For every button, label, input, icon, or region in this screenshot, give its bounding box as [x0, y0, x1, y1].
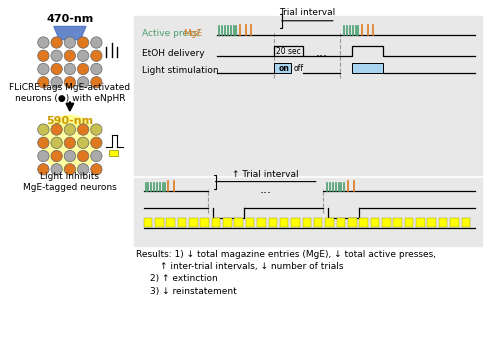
Bar: [336, 218, 345, 227]
Bar: [234, 218, 243, 227]
Circle shape: [38, 137, 49, 148]
Text: 2) ↑ extinction: 2) ↑ extinction: [150, 274, 218, 283]
Bar: [246, 218, 254, 227]
Circle shape: [64, 164, 76, 175]
Bar: [189, 218, 198, 227]
Bar: [108, 150, 118, 156]
Bar: [326, 218, 334, 227]
Bar: [428, 218, 436, 227]
Text: 590-nm: 590-nm: [46, 116, 94, 126]
Text: off: off: [294, 64, 304, 73]
Circle shape: [64, 63, 76, 75]
Bar: [134, 178, 482, 246]
Circle shape: [64, 150, 76, 162]
Circle shape: [90, 150, 102, 162]
Bar: [314, 218, 322, 227]
Bar: [439, 218, 448, 227]
Bar: [274, 63, 291, 73]
Circle shape: [78, 37, 89, 48]
Circle shape: [51, 124, 62, 135]
Bar: [223, 218, 232, 227]
Bar: [292, 218, 300, 227]
Polygon shape: [54, 26, 86, 40]
Bar: [394, 218, 402, 227]
Text: ...: ...: [316, 46, 328, 59]
Bar: [178, 218, 186, 227]
Circle shape: [38, 37, 49, 48]
Circle shape: [51, 164, 62, 175]
Bar: [144, 218, 152, 227]
Text: Active press/: Active press/: [142, 29, 200, 38]
Circle shape: [38, 164, 49, 175]
Bar: [134, 16, 482, 175]
Circle shape: [64, 124, 76, 135]
Bar: [382, 218, 390, 227]
Text: Results: 1) ↓ total magazine entries (MgE), ↓ total active presses,: Results: 1) ↓ total magazine entries (Mg…: [136, 250, 436, 259]
Circle shape: [90, 77, 102, 88]
Circle shape: [64, 37, 76, 48]
Circle shape: [90, 137, 102, 148]
Circle shape: [90, 124, 102, 135]
Circle shape: [90, 37, 102, 48]
Circle shape: [78, 63, 89, 75]
Circle shape: [38, 77, 49, 88]
Circle shape: [38, 150, 49, 162]
Circle shape: [64, 137, 76, 148]
Text: 470-nm: 470-nm: [46, 14, 94, 24]
Circle shape: [51, 150, 62, 162]
Bar: [280, 218, 288, 227]
Polygon shape: [58, 115, 81, 128]
Bar: [370, 218, 379, 227]
Circle shape: [38, 63, 49, 75]
Text: ↑ Trial interval: ↑ Trial interval: [232, 170, 299, 179]
Circle shape: [78, 77, 89, 88]
Bar: [200, 218, 209, 227]
Circle shape: [42, 115, 98, 172]
Text: FLiCRE tags MgE-activated
neurons (●) with eNpHR: FLiCRE tags MgE-activated neurons (●) wi…: [10, 83, 130, 103]
Bar: [155, 218, 164, 227]
Circle shape: [51, 50, 62, 62]
Bar: [360, 218, 368, 227]
Bar: [302, 218, 311, 227]
Bar: [257, 218, 266, 227]
Bar: [405, 218, 413, 227]
Circle shape: [51, 37, 62, 48]
Circle shape: [90, 50, 102, 62]
Circle shape: [78, 124, 89, 135]
Bar: [416, 218, 424, 227]
Text: 20 sec: 20 sec: [276, 47, 301, 55]
Circle shape: [78, 50, 89, 62]
Circle shape: [51, 63, 62, 75]
Circle shape: [78, 150, 89, 162]
Bar: [348, 218, 356, 227]
Text: ...: ...: [260, 183, 272, 196]
Circle shape: [78, 164, 89, 175]
Bar: [274, 46, 302, 56]
Text: ↑ inter-trial intervals, ↓ number of trials: ↑ inter-trial intervals, ↓ number of tri…: [160, 262, 344, 271]
Bar: [268, 218, 277, 227]
Bar: [212, 218, 220, 227]
Text: MgE: MgE: [184, 29, 203, 38]
Bar: [166, 218, 175, 227]
Text: Trial interval: Trial interval: [279, 8, 336, 17]
Bar: [450, 218, 458, 227]
Circle shape: [90, 164, 102, 175]
Bar: [352, 63, 383, 73]
Text: 3) ↓ reinstatement: 3) ↓ reinstatement: [150, 287, 237, 296]
Circle shape: [64, 77, 76, 88]
Circle shape: [51, 77, 62, 88]
Circle shape: [64, 50, 76, 62]
Circle shape: [78, 137, 89, 148]
Text: on: on: [279, 64, 290, 73]
Circle shape: [90, 63, 102, 75]
Bar: [462, 218, 470, 227]
Circle shape: [38, 124, 49, 135]
Text: Light inhibits
MgE-tagged neurons: Light inhibits MgE-tagged neurons: [23, 172, 117, 192]
Text: Light stimulation: Light stimulation: [142, 66, 218, 75]
Circle shape: [38, 50, 49, 62]
Circle shape: [51, 137, 62, 148]
Text: EtOH delivery: EtOH delivery: [142, 49, 204, 58]
